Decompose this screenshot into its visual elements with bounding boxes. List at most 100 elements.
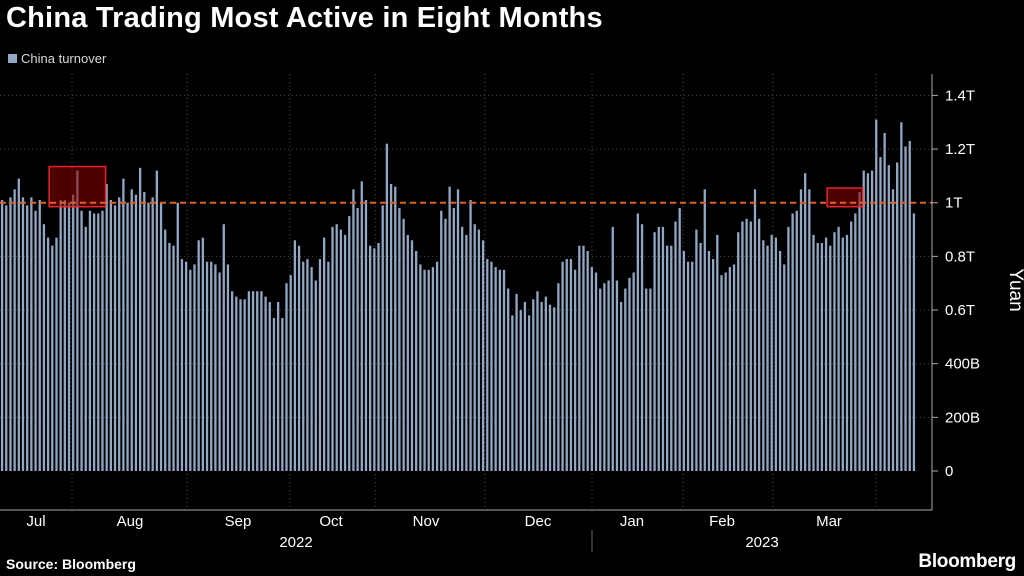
bar bbox=[230, 291, 234, 471]
bar bbox=[218, 272, 221, 471]
bar bbox=[862, 170, 865, 471]
bar bbox=[728, 267, 732, 471]
bar bbox=[201, 237, 205, 471]
bar bbox=[565, 259, 568, 471]
bar bbox=[879, 157, 882, 471]
bar bbox=[51, 245, 54, 471]
bar bbox=[130, 189, 133, 471]
x-tick-label: Jan bbox=[620, 513, 644, 530]
bar bbox=[435, 261, 439, 471]
bar bbox=[222, 224, 225, 471]
bar bbox=[30, 197, 33, 472]
bar bbox=[599, 288, 602, 471]
bar bbox=[841, 237, 844, 471]
bar bbox=[590, 267, 593, 471]
bar bbox=[34, 210, 37, 471]
bar bbox=[5, 205, 8, 471]
bar bbox=[686, 261, 690, 471]
bar bbox=[875, 119, 878, 471]
x-tick-label: Nov bbox=[413, 513, 440, 530]
bar bbox=[762, 240, 765, 471]
bar bbox=[896, 162, 899, 472]
y-tick-label: 0 bbox=[945, 463, 953, 480]
bar bbox=[904, 146, 907, 471]
bar bbox=[189, 269, 192, 471]
bar bbox=[486, 259, 489, 471]
bar bbox=[9, 197, 12, 472]
bar bbox=[670, 245, 673, 471]
bar bbox=[423, 269, 426, 471]
bar bbox=[364, 200, 368, 472]
bar bbox=[210, 261, 213, 471]
bar bbox=[891, 189, 895, 471]
bar bbox=[109, 200, 112, 472]
bar bbox=[285, 283, 288, 471]
bar bbox=[523, 301, 527, 471]
bar bbox=[477, 229, 481, 471]
bar bbox=[594, 272, 598, 471]
bar bbox=[247, 291, 251, 471]
bar bbox=[511, 315, 514, 471]
bar bbox=[448, 186, 451, 471]
bar bbox=[527, 315, 531, 471]
bar bbox=[327, 261, 330, 471]
bar bbox=[824, 237, 828, 471]
bar bbox=[193, 264, 196, 471]
bar bbox=[519, 310, 522, 471]
bar bbox=[829, 245, 832, 471]
highlight-box bbox=[48, 165, 107, 208]
bar bbox=[306, 259, 309, 471]
x-tick-label: Oct bbox=[319, 513, 343, 530]
bar bbox=[310, 267, 313, 471]
bar bbox=[164, 229, 167, 471]
bar bbox=[490, 261, 493, 471]
bar bbox=[845, 234, 849, 471]
highlight-box bbox=[826, 187, 864, 208]
bar bbox=[833, 232, 836, 471]
x-tick-label: Mar bbox=[816, 513, 842, 530]
x-tick-label: Feb bbox=[709, 513, 735, 530]
bar bbox=[900, 122, 903, 472]
bar bbox=[820, 242, 824, 471]
bar bbox=[235, 296, 238, 471]
bar bbox=[561, 261, 564, 471]
bar bbox=[134, 194, 138, 471]
y-tick-label: 0.6T bbox=[945, 302, 975, 319]
bar bbox=[557, 283, 560, 471]
bar bbox=[628, 277, 631, 471]
bar bbox=[343, 234, 347, 471]
bar bbox=[260, 291, 263, 471]
bar bbox=[42, 224, 46, 471]
bar bbox=[912, 213, 916, 471]
bar bbox=[699, 242, 702, 471]
bar bbox=[0, 200, 4, 472]
bar bbox=[101, 210, 104, 471]
bar bbox=[766, 245, 769, 471]
bar bbox=[791, 213, 794, 471]
bar bbox=[515, 293, 518, 471]
bar bbox=[465, 234, 468, 471]
y-tick-label: 0.8T bbox=[945, 248, 975, 265]
bar bbox=[251, 291, 255, 471]
bar bbox=[159, 202, 163, 471]
bar bbox=[143, 191, 146, 472]
bar bbox=[544, 296, 547, 471]
bar bbox=[778, 251, 782, 471]
bar bbox=[226, 264, 230, 471]
bar bbox=[866, 173, 870, 471]
bar bbox=[427, 269, 430, 471]
bar bbox=[553, 307, 556, 471]
bar bbox=[331, 226, 334, 471]
bar bbox=[469, 200, 472, 472]
bar bbox=[707, 251, 711, 471]
bar bbox=[573, 269, 577, 471]
bar bbox=[661, 226, 665, 471]
bar bbox=[632, 272, 635, 471]
bar bbox=[887, 165, 890, 472]
bar bbox=[389, 183, 393, 471]
bar bbox=[783, 264, 786, 471]
bar bbox=[373, 248, 376, 471]
y-tick-label: 400B bbox=[945, 356, 980, 373]
bar bbox=[118, 197, 121, 472]
